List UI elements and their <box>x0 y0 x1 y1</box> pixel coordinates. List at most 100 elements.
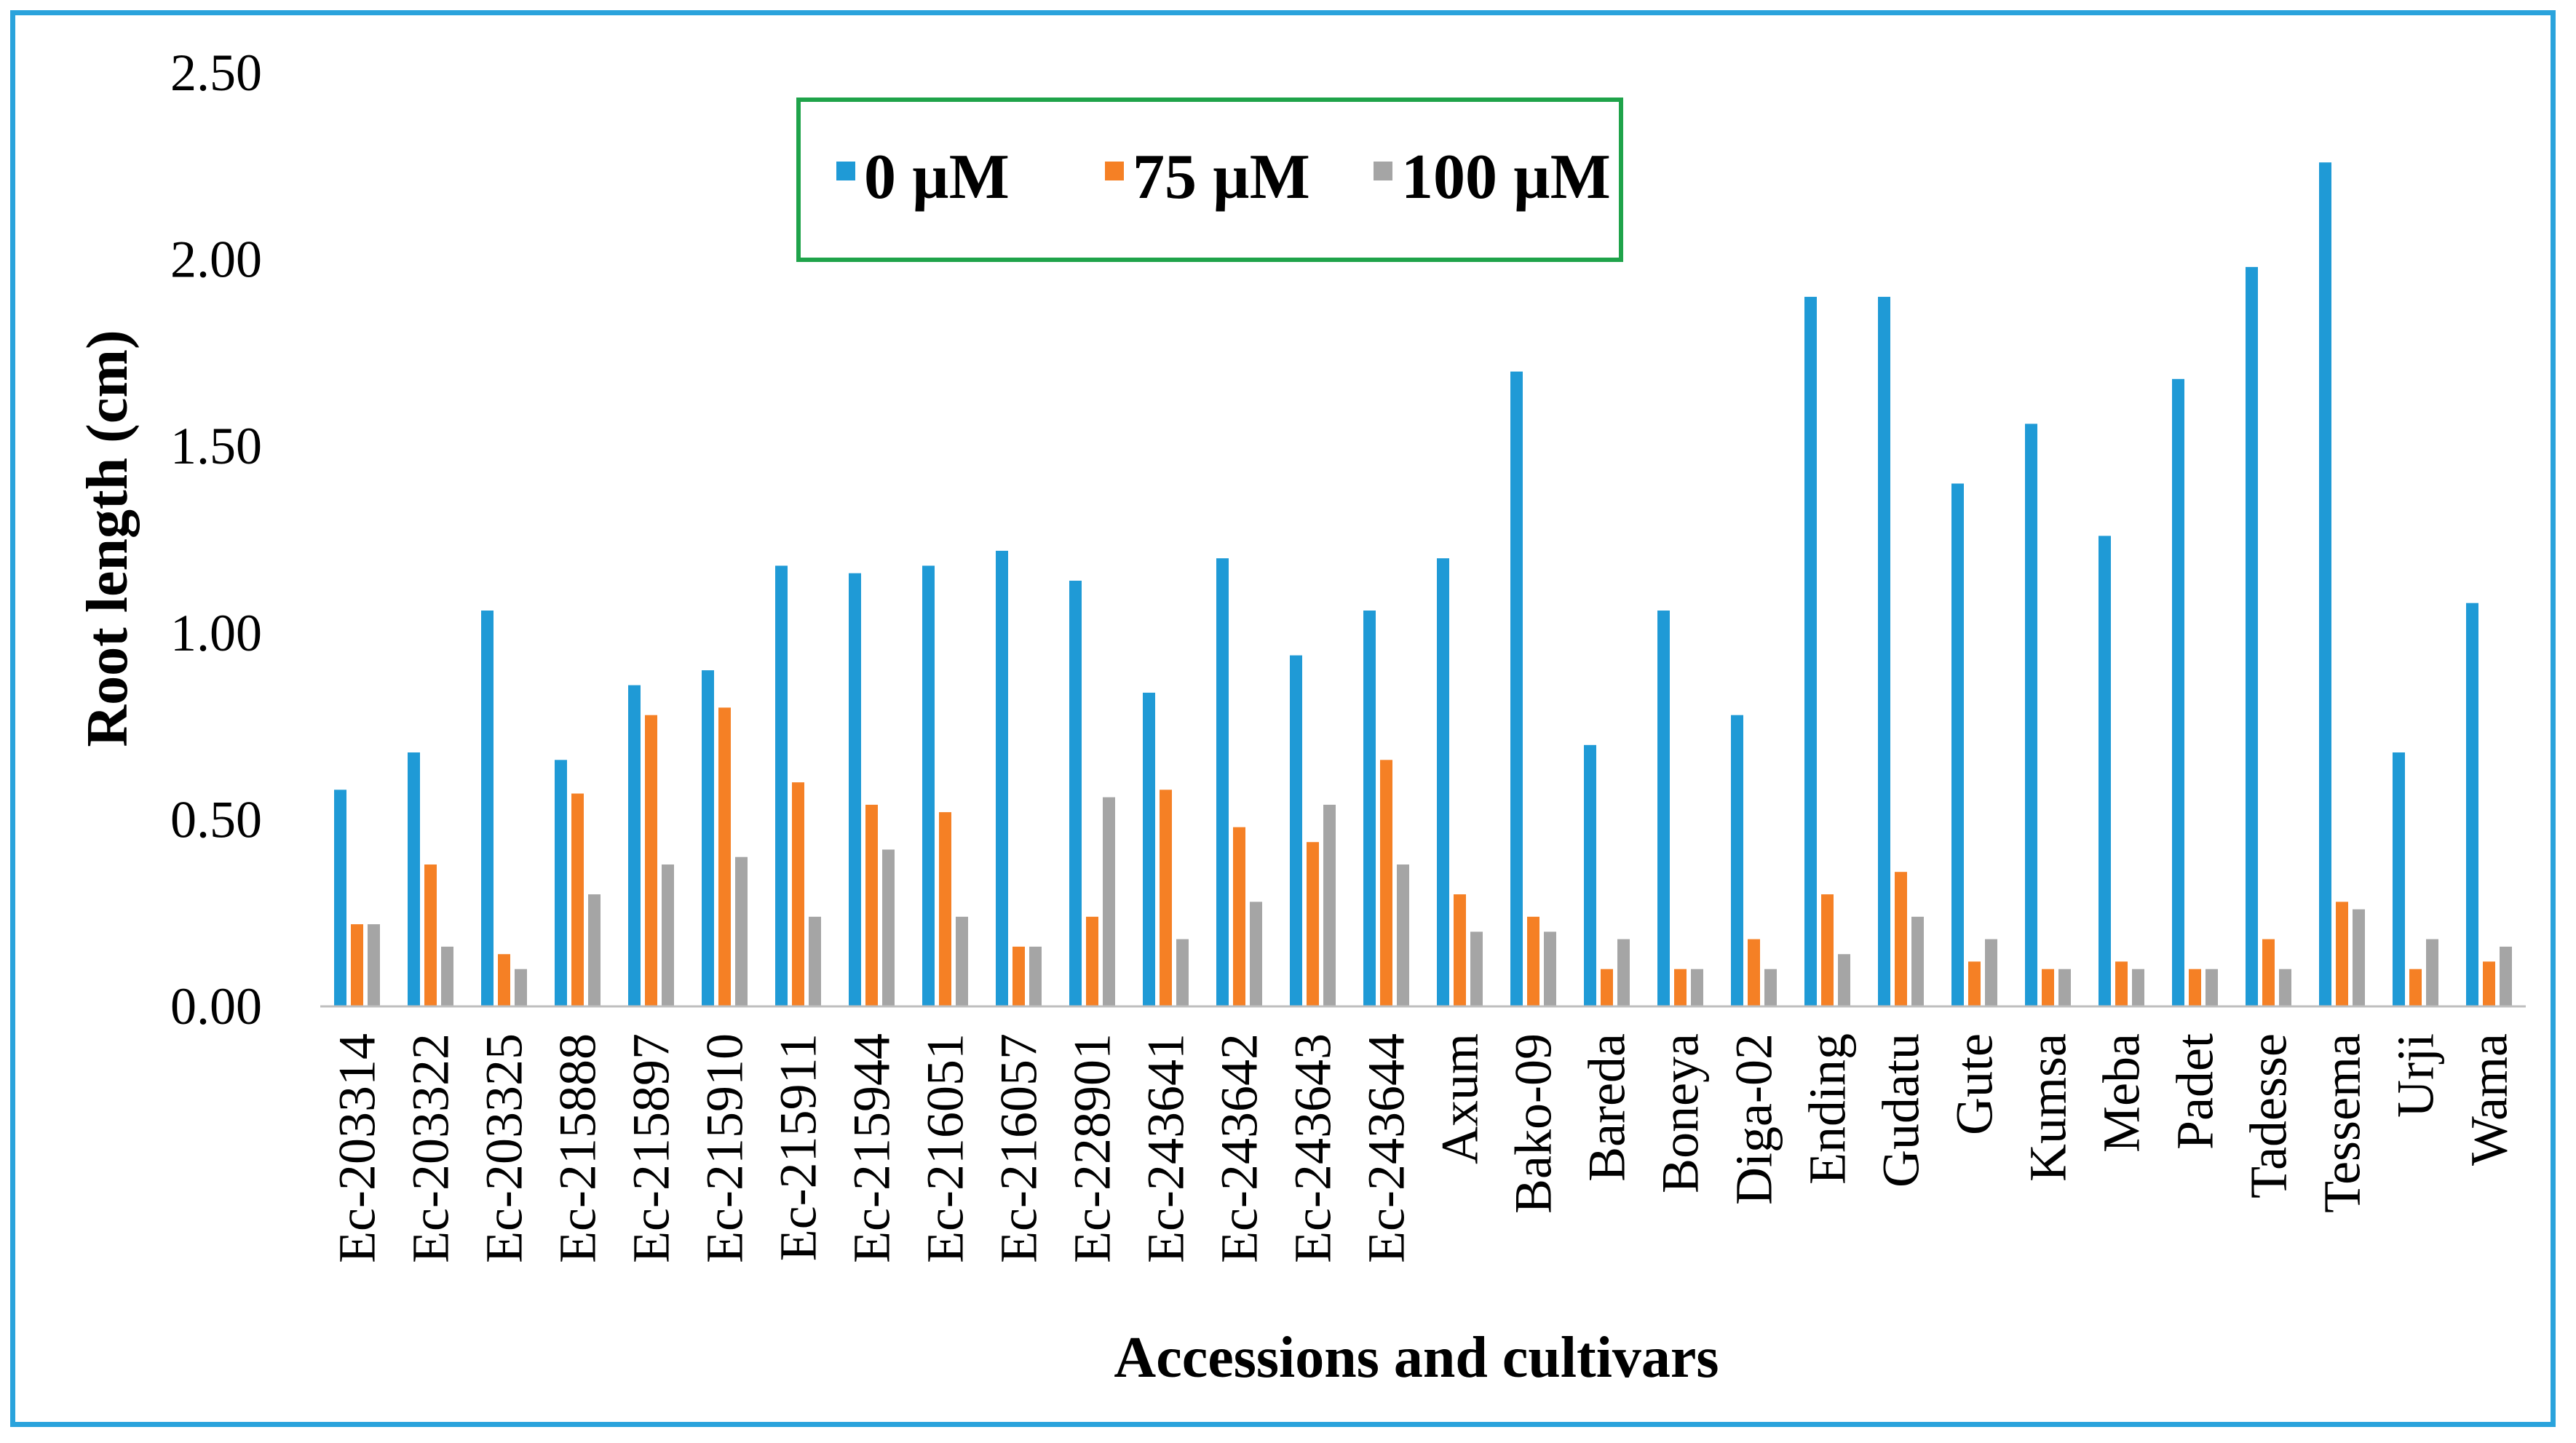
bar-diga-02-series-1 <box>1731 715 1743 1006</box>
bar-ec-243642-series-2 <box>1233 827 1245 1006</box>
bar-boneya-series-1 <box>1657 611 1670 1006</box>
x-tick-label: Ec-203322 <box>402 1033 460 1263</box>
bar-wama-series-1 <box>2466 603 2478 1006</box>
bar-ec-203325-series-3 <box>515 969 527 1006</box>
bar-bako-09-series-2 <box>1527 916 1539 1006</box>
bar-ec-243644-series-1 <box>1363 611 1376 1006</box>
x-tick-label: Bareda <box>1578 1033 1636 1182</box>
bar-ec-216057-series-2 <box>1012 946 1025 1006</box>
bar-ec-215888-series-1 <box>555 760 567 1006</box>
y-tick-label: 1.50 <box>170 417 262 475</box>
bar-ec-215944-series-2 <box>865 804 878 1006</box>
bar-tadesse-series-3 <box>2279 969 2291 1006</box>
x-tick-label: Ec-215910 <box>696 1033 754 1263</box>
bar-ec-228901-series-1 <box>1069 581 1082 1006</box>
bar-tessema-series-3 <box>2353 909 2365 1006</box>
x-tick-label: Ec-215888 <box>549 1033 607 1263</box>
bar-wama-series-3 <box>2500 946 2512 1006</box>
bar-meba-series-3 <box>2132 969 2144 1006</box>
bar-ec-243644-series-2 <box>1380 760 1392 1006</box>
x-tick-label: Axum <box>1431 1033 1489 1164</box>
bar-ending-series-3 <box>1838 954 1850 1006</box>
bar-ending-series-1 <box>1804 296 1817 1006</box>
bar-ec-243644-series-3 <box>1397 864 1409 1006</box>
x-tick-label: Boneya <box>1652 1033 1710 1193</box>
bar-ec-215911-series-2 <box>792 782 804 1006</box>
x-tick-label: Ec-215897 <box>622 1033 681 1263</box>
legend-swatch-series-2 <box>1105 162 1124 180</box>
bar-meba-series-1 <box>2099 536 2111 1006</box>
y-tick-label: 2.00 <box>170 231 262 289</box>
legend-label-series-1: 0 µM <box>864 142 1010 212</box>
x-tick-label: Ec-243644 <box>1358 1033 1416 1263</box>
x-tick-label: Ec-243642 <box>1210 1033 1269 1263</box>
bar-ec-216057-series-3 <box>1029 946 1042 1006</box>
bar-gute-series-2 <box>1968 961 1981 1006</box>
bar-ec-203314-series-3 <box>368 924 380 1006</box>
bar-urji-series-1 <box>2393 752 2405 1006</box>
y-axis-title: Root length (cm) <box>76 330 140 747</box>
y-tick-label: 2.50 <box>170 44 262 102</box>
x-tick-label: Ec-215944 <box>843 1033 901 1263</box>
x-tick-label: Ec-228901 <box>1063 1033 1122 1263</box>
y-tick-label: 0.50 <box>170 790 262 848</box>
bar-ec-243643-series-3 <box>1323 804 1336 1006</box>
x-tick-label: Ec-216051 <box>916 1033 975 1263</box>
bar-ec-243642-series-3 <box>1250 902 1262 1006</box>
bar-gute-series-1 <box>1951 483 1964 1006</box>
bar-bako-09-series-1 <box>1510 371 1523 1007</box>
x-tick-label: Padet <box>2166 1033 2224 1150</box>
bar-bako-09-series-3 <box>1544 931 1556 1006</box>
bar-urji-series-3 <box>2426 939 2438 1006</box>
legend-swatch-series-1 <box>836 162 855 180</box>
bar-ec-228901-series-3 <box>1103 797 1115 1006</box>
bar-ec-215888-series-3 <box>588 894 601 1006</box>
bar-kumsa-series-2 <box>2042 969 2054 1006</box>
bar-ec-215910-series-1 <box>702 670 714 1006</box>
x-tick-label: Meba <box>2093 1033 2151 1153</box>
y-axis: 0.00 0.50 1.00 1.50 2.00 2.50 <box>170 44 262 1035</box>
bar-padet-series-1 <box>2172 378 2184 1006</box>
bar-ec-215910-series-2 <box>718 707 731 1006</box>
x-tick-label: Kumsa <box>2019 1033 2077 1182</box>
bar-gudatu-series-2 <box>1895 872 1907 1006</box>
x-tick-label: Tessema <box>2313 1033 2371 1213</box>
x-tick-label: Ending <box>1799 1033 1857 1185</box>
bar-axum-series-2 <box>1454 894 1466 1006</box>
bar-tessema-series-2 <box>2336 902 2348 1006</box>
x-axis: Ec-203314 Ec-203322 Ec-203325 Ec-215888 Ec-2… <box>320 1005 2526 1263</box>
bars <box>334 162 2512 1007</box>
bar-gute-series-3 <box>1985 939 1997 1006</box>
bar-kumsa-series-1 <box>2025 424 2037 1006</box>
bar-ec-228901-series-2 <box>1086 916 1098 1006</box>
legend: 0 µM 75 µM 100 µM <box>796 98 1623 262</box>
bar-urji-series-2 <box>2409 969 2422 1006</box>
bar-wama-series-2 <box>2483 961 2495 1006</box>
bar-boneya-series-3 <box>1691 969 1703 1006</box>
bar-diga-02-series-3 <box>1764 969 1777 1006</box>
bar-bareda-series-1 <box>1584 744 1596 1006</box>
bar-ec-243642-series-1 <box>1216 558 1229 1006</box>
bar-kumsa-series-3 <box>2058 969 2071 1006</box>
bar-axum-series-3 <box>1470 931 1483 1006</box>
x-axis-title: Accessions and cultivars <box>1114 1326 1719 1390</box>
bar-meba-series-2 <box>2115 961 2128 1006</box>
bar-ec-215897-series-2 <box>645 715 657 1006</box>
bar-ec-243643-series-1 <box>1290 655 1302 1006</box>
legend-label-series-2: 75 µM <box>1133 142 1310 212</box>
x-tick-label: Wama <box>2460 1033 2518 1166</box>
x-tick-label: Gute <box>1946 1033 2004 1135</box>
bar-ec-215897-series-3 <box>662 864 674 1006</box>
bar-ec-215944-series-1 <box>849 573 861 1006</box>
bar-ec-243641-series-1 <box>1143 692 1155 1006</box>
bar-ec-216057-series-1 <box>996 550 1008 1006</box>
legend-swatch-series-3 <box>1374 162 1392 180</box>
x-tick-label: Ec-243641 <box>1137 1033 1195 1263</box>
bar-diga-02-series-2 <box>1748 939 1760 1006</box>
bar-padet-series-2 <box>2189 969 2201 1006</box>
bar-gudatu-series-3 <box>1911 916 1924 1006</box>
x-tick-label: Diga-02 <box>1725 1033 1783 1205</box>
legend-box <box>796 98 1623 262</box>
x-tick-label: Ec-216057 <box>990 1033 1048 1263</box>
